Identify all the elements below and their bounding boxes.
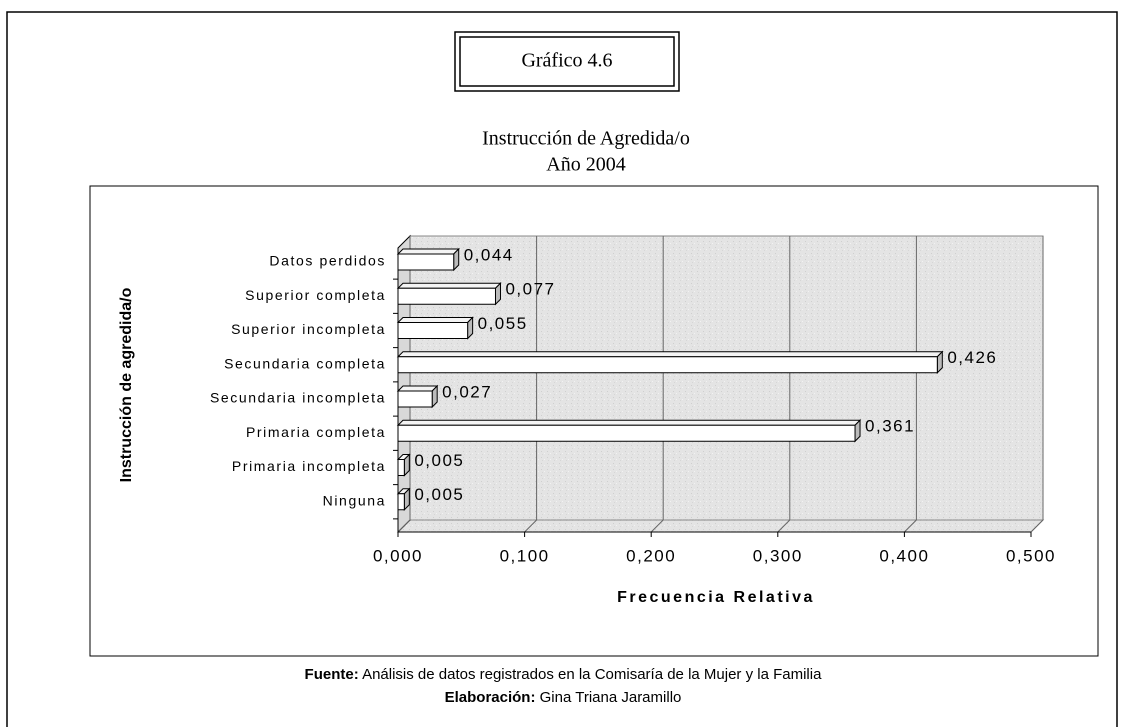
x-tick-label: 0,200	[626, 546, 676, 565]
grid-line-floor	[1030, 519, 1044, 533]
y-tick-label: Secundaria incompleta	[210, 390, 386, 406]
y-tick-label: Superior completa	[245, 287, 386, 303]
x-tick-label: 0,300	[753, 546, 803, 565]
value-label: 0,027	[442, 382, 492, 401]
outer-frame	[6, 11, 1118, 727]
bar	[397, 287, 496, 305]
y-tick-label: Ninguna	[323, 492, 386, 508]
source-label: Fuente:	[305, 666, 359, 683]
value-label: 0,044	[464, 245, 514, 264]
chart-title: Instrucción de Agredida/o	[482, 128, 690, 150]
plot-wall	[409, 235, 1044, 521]
bar-top	[396, 282, 502, 289]
credit-text: Gina Triana Jaramillo	[540, 689, 682, 706]
value-label: 0,005	[414, 451, 464, 470]
bar-top	[396, 419, 862, 426]
y-tick-label: Secundaria completa	[224, 355, 386, 371]
label-box-inner	[459, 36, 675, 87]
bar-top	[396, 351, 944, 358]
y-tick-label: Primaria incompleta	[232, 458, 386, 474]
x-tick-label: 0,500	[1006, 546, 1056, 565]
value-label: 0,055	[478, 314, 528, 333]
grid-line-floor	[397, 519, 411, 533]
x-tick-label: 0,100	[500, 546, 550, 565]
x-tick-label: 0,400	[879, 546, 929, 565]
figure-label: Gráfico 4.6	[521, 50, 612, 72]
plot-side-wall	[397, 234, 411, 534]
grid-line-floor	[524, 519, 537, 533]
credit-label: Elaboración:	[445, 689, 536, 706]
bar	[397, 493, 405, 511]
value-label: 0,005	[414, 485, 464, 504]
y-tick-label: Superior incompleta	[231, 321, 386, 337]
value-label: 0,077	[505, 280, 555, 299]
y-tick-label: Primaria completa	[246, 424, 386, 440]
plot-floor	[396, 519, 1045, 533]
bar	[397, 322, 469, 339]
bar-top	[396, 385, 439, 392]
grid-line-floor	[904, 519, 917, 533]
x-axis-label: Frecuencia Relativa	[617, 589, 815, 606]
value-label: 0,426	[947, 348, 997, 367]
bar-top	[396, 317, 474, 323]
chart-frame	[89, 185, 1099, 657]
bar	[397, 424, 856, 442]
bar	[397, 253, 455, 271]
x-tick-label: 0,000	[373, 546, 423, 565]
label-box-outer	[454, 31, 680, 92]
grid-line-floor	[650, 519, 664, 533]
value-label: 0,361	[865, 417, 915, 436]
bar	[397, 459, 405, 476]
y-tick-label: Datos perdidos	[269, 253, 386, 269]
bar	[397, 356, 938, 374]
credit: Elaboración: Gina Triana Jaramillo	[445, 689, 682, 706]
source: Fuente: Análisis de datos registrados en…	[305, 666, 823, 683]
bar-top	[396, 248, 460, 255]
y-axis-label: Instrucción de agredida/o	[118, 287, 135, 482]
chart-subtitle: Año 2004	[546, 154, 625, 176]
grid-line-floor	[777, 519, 791, 533]
bar	[397, 390, 433, 408]
source-text: Análisis de datos registrados en la Comi…	[362, 666, 822, 683]
